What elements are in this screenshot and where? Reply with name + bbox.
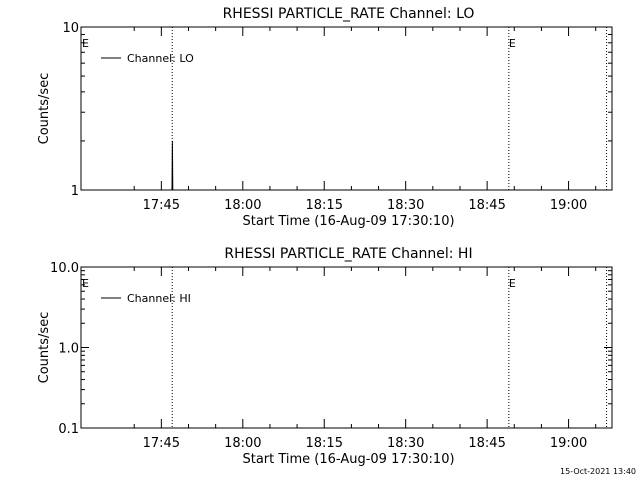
x-axis-label: Start Time (16-Aug-09 17:30:10): [242, 452, 454, 467]
plot-frame: [80, 26, 613, 191]
series-line: [171, 140, 174, 191]
x-tick-label: 18:00: [224, 198, 261, 213]
x-tick-label: 18:00: [224, 436, 261, 451]
x-axis-label: Start Time (16-Aug-09 17:30:10): [242, 214, 454, 229]
footer-timestamp: 15-Oct-2021 13:40: [560, 467, 636, 476]
y-tick-label: 1: [71, 184, 79, 199]
x-tick-label: 18:15: [306, 436, 343, 451]
chart-title: RHESSI PARTICLE_RATE Channel: LO: [223, 6, 475, 22]
x-tick-label: 18:30: [387, 198, 424, 213]
event-marker-label: E: [82, 37, 89, 50]
event-marker-label: E: [509, 277, 516, 290]
x-tick-label: 18:45: [468, 198, 505, 213]
y-tick-label: 10: [62, 21, 79, 36]
x-tick-label: 19:00: [550, 198, 587, 213]
x-tick-label: 17:45: [143, 436, 180, 451]
chart-title: RHESSI PARTICLE_RATE Channel: HI: [224, 246, 472, 262]
y-axis-label: Counts/sec: [37, 312, 52, 384]
x-tick-label: 19:00: [550, 436, 587, 451]
x-tick-label: 18:30: [387, 436, 424, 451]
event-marker-label: E: [82, 277, 89, 290]
x-tick-label: 18:45: [468, 436, 505, 451]
y-axis-label: Counts/sec: [37, 73, 52, 145]
y-tick-label: 10.0: [50, 261, 79, 276]
y-tick-label: 0.1: [58, 422, 79, 437]
x-tick-label: 17:45: [143, 198, 180, 213]
x-tick-label: 18:15: [306, 198, 343, 213]
legend-entry: Channel: LO: [127, 52, 194, 65]
y-tick-label: 1.0: [58, 342, 79, 357]
event-marker-label: E: [509, 37, 516, 50]
legend-entry: Channel: HI: [127, 292, 191, 305]
